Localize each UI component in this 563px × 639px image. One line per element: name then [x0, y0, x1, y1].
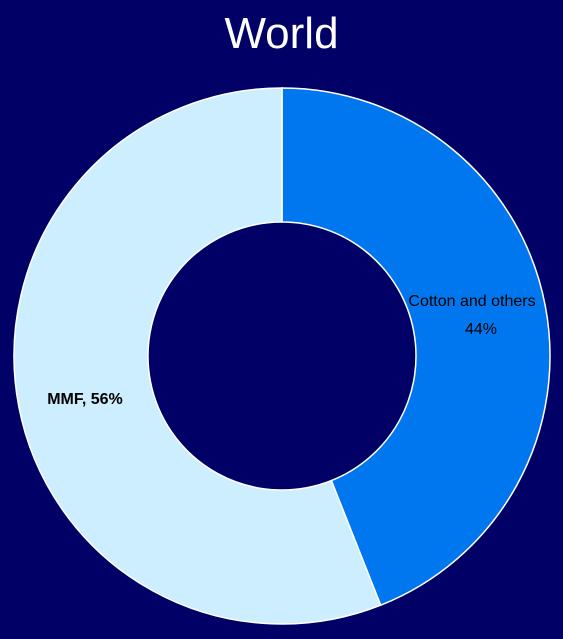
slice-label-mmf: MMF, 56% — [47, 391, 123, 408]
chart-title: World — [224, 9, 339, 58]
donut-slices — [13, 87, 551, 625]
slice-cotton-and-others — [281, 87, 551, 607]
slice-label-cotton-and-others-value: 44% — [465, 321, 497, 338]
slice-mmf — [13, 87, 382, 625]
slice-label-cotton-and-others-name: Cotton and others — [408, 293, 535, 310]
